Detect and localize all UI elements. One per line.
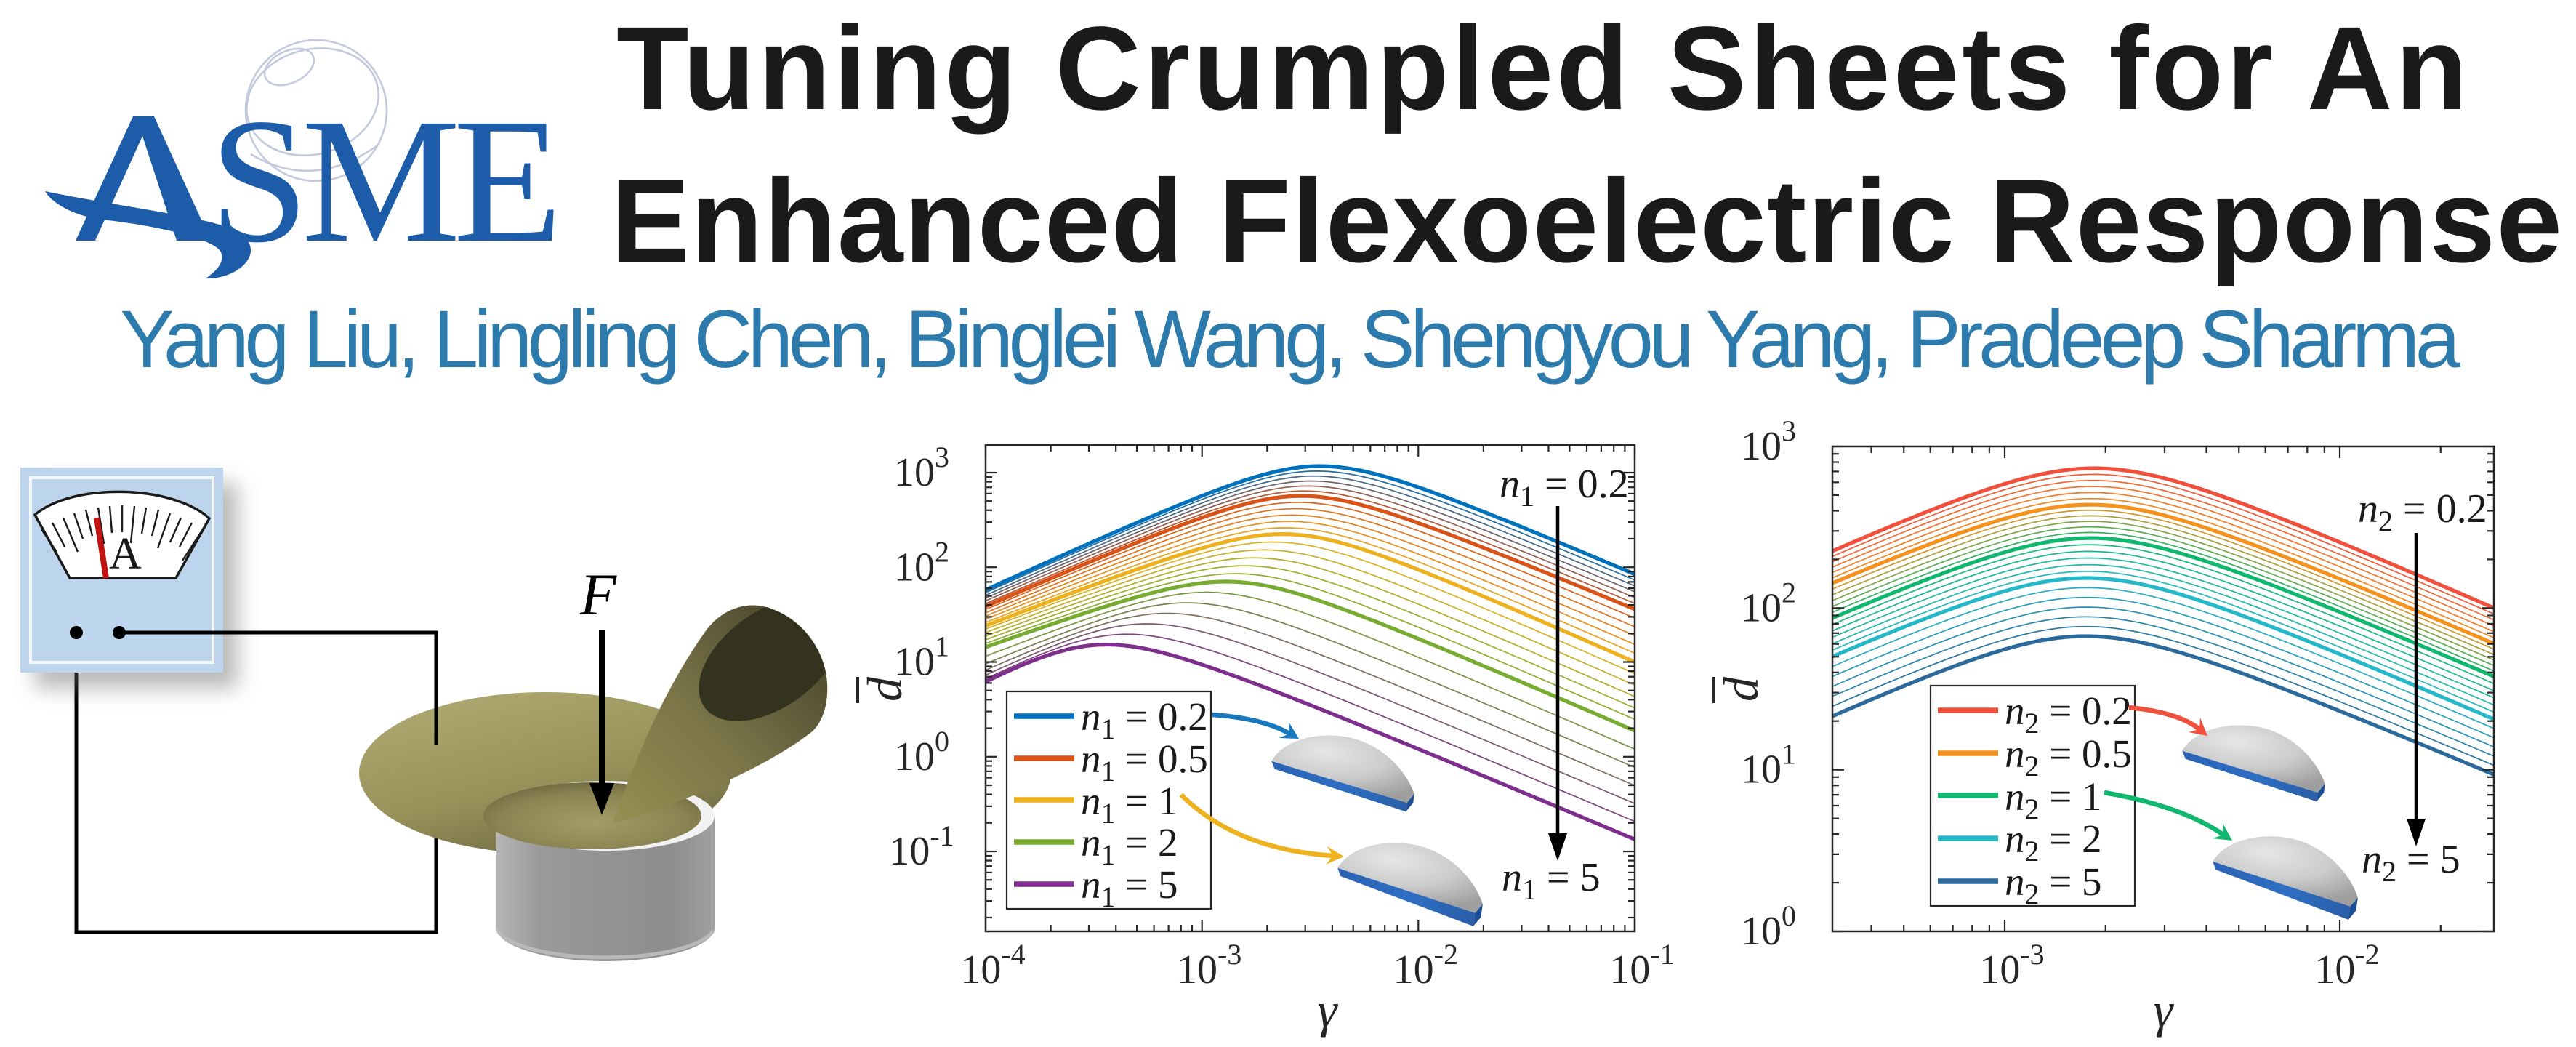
svg-text:10-4: 10-4 (960, 938, 1025, 992)
svg-text:n1 = 5: n1 = 5 (1502, 855, 1601, 906)
svg-text:n1 = 0.2: n1 = 0.2 (1081, 694, 1208, 745)
svg-text:γ: γ (1318, 982, 1339, 1038)
svg-text:n2 = 5: n2 = 5 (2362, 837, 2460, 888)
svg-text:n2 = 0.5: n2 = 0.5 (2005, 731, 2132, 782)
svg-text:102: 102 (1741, 576, 1796, 630)
svg-text:n1 = 1: n1 = 1 (1081, 779, 1178, 830)
svg-text:102: 102 (894, 535, 949, 590)
svg-text:d: d (857, 676, 912, 702)
svg-text:n1 = 2: n1 = 2 (1081, 820, 1178, 871)
svg-text:Tuning Crumpled Sheets for An: Tuning Crumpled Sheets for An (616, 1, 2468, 135)
svg-text:d: d (1713, 676, 1768, 702)
svg-text:Enhanced Flexoelectric Respons: Enhanced Flexoelectric Response (611, 154, 2562, 287)
svg-text:n1 = 0.2: n1 = 0.2 (1500, 462, 1629, 513)
svg-text:n1 = 0.5: n1 = 0.5 (1081, 737, 1208, 787)
svg-text:F: F (579, 561, 617, 627)
svg-text:n2 = 0.2: n2 = 0.2 (2005, 689, 2132, 739)
svg-text:n2 = 5: n2 = 5 (2005, 859, 2102, 910)
svg-text:n2 = 0.2: n2 = 0.2 (2358, 486, 2487, 537)
svg-text:n2 = 2: n2 = 2 (2005, 817, 2102, 867)
svg-text:Yang Liu, Lingling Chen, Bingl: Yang Liu, Lingling Chen, Binglei Wang, S… (120, 294, 2461, 385)
svg-text:SME: SME (209, 82, 555, 280)
svg-text:101: 101 (894, 630, 949, 685)
svg-text:n2 = 1: n2 = 1 (2005, 774, 2102, 825)
svg-text:γ: γ (2154, 982, 2175, 1038)
svg-text:A: A (109, 529, 142, 579)
svg-text:n1 = 5: n1 = 5 (1081, 862, 1178, 913)
